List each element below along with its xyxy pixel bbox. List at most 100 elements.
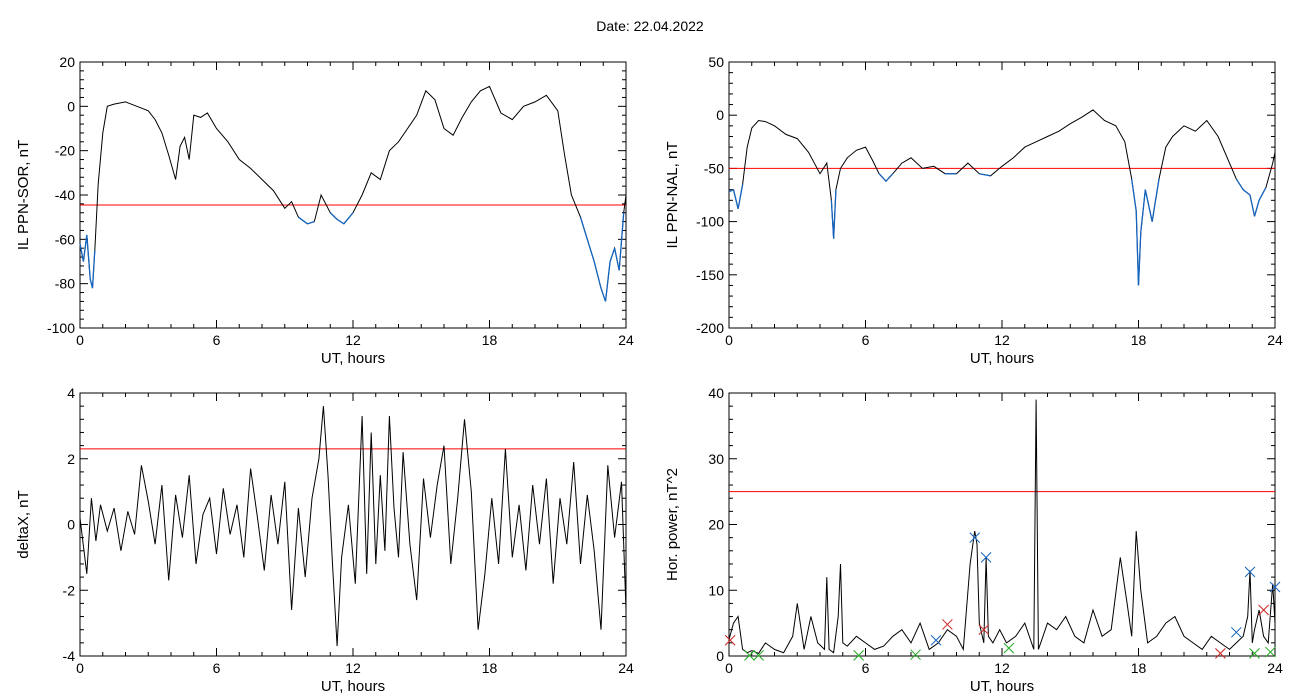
series-line-sor xyxy=(79,85,627,302)
marker-red xyxy=(1258,604,1269,616)
x-tick-label: 18 xyxy=(482,332,498,348)
marker-stroke xyxy=(1003,642,1015,654)
marker-stroke xyxy=(978,624,990,636)
marker-stroke xyxy=(744,649,755,661)
marker-stroke xyxy=(1244,566,1256,578)
marker-red xyxy=(942,619,953,630)
below-threshold-segment xyxy=(728,189,734,193)
y-axis-label: Hor. power, nT^2 xyxy=(664,468,681,581)
panel-power: 0 6 12 18 24 0 10 20 30 40 UT, hours Hor. power, nT… xyxy=(664,385,1283,695)
marker-red xyxy=(724,634,736,646)
below-threshold-segment xyxy=(1253,200,1260,217)
below-threshold-segment xyxy=(1242,189,1251,196)
x-axis-label: UT, hours xyxy=(321,678,385,695)
x-tick-label: 24 xyxy=(1267,660,1283,676)
below-threshold-segment xyxy=(833,189,837,239)
x-axis-label: UT, hours xyxy=(321,350,385,367)
y-tick-label: 0 xyxy=(67,98,75,114)
panel-sor: 0 6 12 18 24 -100 -80 -60 -40 -20 0 20 UT, hours IL P… xyxy=(15,54,634,367)
x-tick-label: 6 xyxy=(862,332,870,348)
below-threshold-segment xyxy=(1258,187,1267,201)
x-tick-label: 0 xyxy=(725,660,733,676)
below-threshold-segment xyxy=(830,200,835,239)
marker-red xyxy=(1215,648,1226,659)
y-tick-label: -200 xyxy=(696,320,724,336)
marker-stroke xyxy=(724,634,736,646)
y-axis-label: IL PPN-SOR, nT xyxy=(15,140,32,250)
x-tick-label: 6 xyxy=(213,660,221,676)
marker-blue xyxy=(1269,581,1281,593)
series-line-deltax xyxy=(79,406,627,647)
marker-green xyxy=(1265,646,1276,658)
below-threshold-segment xyxy=(1235,178,1244,191)
below-threshold-segment xyxy=(737,184,744,209)
below-threshold-segment xyxy=(586,239,595,262)
y-tick-label: 30 xyxy=(708,451,724,467)
below-threshold-segment xyxy=(82,234,88,262)
y-tick-label: -60 xyxy=(55,231,75,247)
y-tick-label: 20 xyxy=(59,54,75,70)
below-threshold-segment xyxy=(979,173,991,177)
below-threshold-segment xyxy=(298,216,308,225)
y-tick-label: -80 xyxy=(55,276,75,292)
marker-stroke xyxy=(930,634,942,646)
marker-blue xyxy=(1230,626,1242,638)
marker-stroke xyxy=(1265,646,1276,658)
series-line-nal xyxy=(728,109,1276,286)
marker-stroke xyxy=(1249,648,1260,659)
marker-green xyxy=(910,649,921,661)
marker-green xyxy=(1003,642,1015,654)
marker-blue xyxy=(980,552,992,563)
below-threshold-segment xyxy=(613,248,620,271)
x-tick-label: 18 xyxy=(1131,660,1147,676)
marker-green xyxy=(744,649,755,661)
y-tick-label: -50 xyxy=(704,160,724,176)
x-tick-label: 18 xyxy=(482,660,498,676)
x-tick-label: 24 xyxy=(618,660,634,676)
marker-stroke xyxy=(853,649,865,661)
below-threshold-segment xyxy=(1137,232,1142,286)
series-line-power xyxy=(728,399,1276,655)
x-tick-label: 12 xyxy=(994,332,1010,348)
figure-title: Date: 22.04.2022 xyxy=(596,18,704,34)
plot-frame xyxy=(728,61,1276,329)
y-tick-label: 0 xyxy=(716,107,724,123)
y-tick-label: -2 xyxy=(63,582,76,598)
marker-stroke xyxy=(942,619,953,630)
below-threshold-segment xyxy=(579,216,588,240)
marker-stroke xyxy=(910,649,921,661)
marker-green xyxy=(1249,648,1260,659)
below-threshold-segment xyxy=(1140,189,1146,233)
plot-frame xyxy=(79,61,627,329)
below-threshold-segment xyxy=(91,250,96,289)
below-threshold-segment xyxy=(329,212,338,220)
y-tick-label: 50 xyxy=(708,54,724,70)
below-threshold-segment xyxy=(307,220,315,225)
x-tick-label: 0 xyxy=(76,332,84,348)
below-threshold-segment xyxy=(593,261,602,289)
below-threshold-segment xyxy=(336,218,345,225)
y-tick-label: -20 xyxy=(55,143,75,159)
x-tick-label: 24 xyxy=(618,332,634,348)
marker-stroke xyxy=(1269,581,1281,593)
marker-blue xyxy=(1244,566,1256,578)
y-tick-label: 4 xyxy=(67,385,75,401)
below-threshold-segment xyxy=(732,189,739,209)
marker-stroke xyxy=(980,552,992,563)
y-tick-label: 2 xyxy=(67,451,75,467)
marker-stroke xyxy=(1230,626,1242,638)
x-tick-label: 0 xyxy=(725,332,733,348)
below-threshold-segment xyxy=(79,243,85,262)
below-threshold-segment xyxy=(885,173,894,182)
below-threshold-segment xyxy=(1135,210,1140,286)
marker-green xyxy=(753,649,764,661)
x-axis-label: UT, hours xyxy=(970,678,1034,695)
below-threshold-segment xyxy=(604,261,611,302)
x-axis-label: UT, hours xyxy=(970,350,1034,367)
x-tick-label: 12 xyxy=(345,332,361,348)
marker-stroke xyxy=(1258,604,1269,616)
marker-red xyxy=(978,624,990,636)
y-axis-label: deltaX, nT xyxy=(15,490,32,558)
